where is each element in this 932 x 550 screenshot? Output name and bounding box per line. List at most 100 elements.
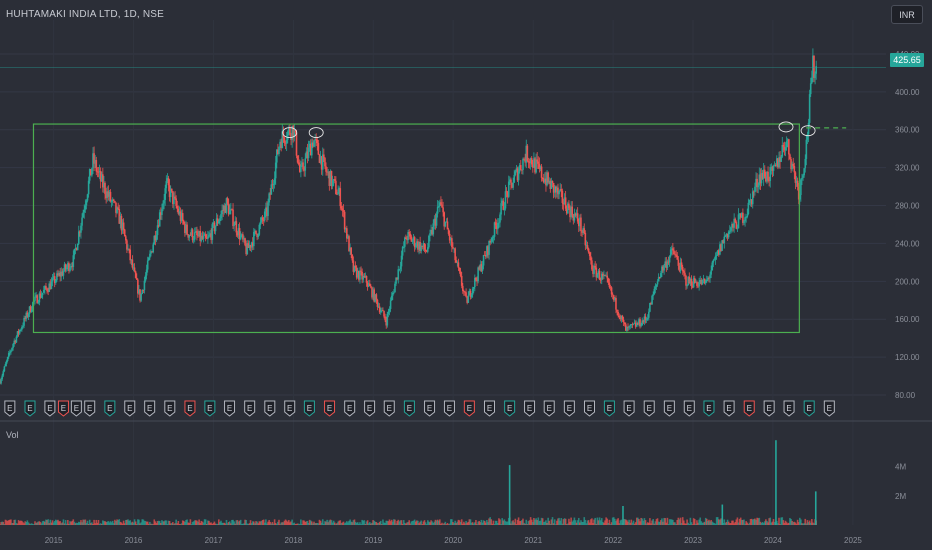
circled-high-marker[interactable] [800, 125, 816, 137]
volume-bar [719, 519, 721, 525]
earnings-marker[interactable]: E [663, 400, 675, 417]
volume-bar [57, 519, 59, 525]
earnings-marker[interactable]: E [803, 400, 815, 417]
earnings-marker[interactable]: E [104, 400, 116, 417]
earnings-marker[interactable]: E [723, 400, 735, 417]
candle-body [467, 295, 470, 303]
circled-high-marker[interactable] [308, 127, 324, 139]
volume-bar [523, 522, 525, 525]
candle-body [28, 306, 31, 314]
candle-body [145, 269, 148, 276]
volume-bar [153, 519, 156, 525]
volume-bar [681, 517, 684, 525]
earnings-marker[interactable]: E [124, 400, 136, 417]
earnings-marker[interactable]: E [344, 400, 356, 417]
volume-bar [658, 522, 661, 525]
earnings-marker[interactable]: E [524, 400, 536, 417]
volume-bar [751, 519, 754, 525]
candle-body [59, 272, 61, 277]
earnings-marker[interactable]: E [443, 400, 455, 417]
candle-body [599, 279, 602, 281]
earnings-marker[interactable]: E [683, 400, 695, 417]
earnings-marker[interactable]: E [84, 400, 96, 417]
volume-bar [301, 523, 303, 525]
earnings-marker[interactable]: E [184, 400, 196, 417]
earnings-marker[interactable]: E [543, 400, 555, 417]
earnings-marker[interactable]: E [244, 400, 256, 417]
volume-bar [482, 520, 485, 525]
earnings-marker[interactable]: E [144, 400, 156, 417]
candle-body [444, 221, 447, 227]
candle-body [711, 262, 714, 271]
candle-body [575, 213, 578, 216]
volume-bar [365, 521, 368, 525]
earnings-marker[interactable]: E [743, 400, 755, 417]
circled-high-marker[interactable] [778, 121, 794, 133]
y-tick-label: 160.00 [895, 315, 920, 324]
range-box[interactable] [32, 123, 800, 334]
earnings-marker[interactable]: E [57, 400, 69, 417]
volume-bar [375, 522, 378, 525]
earnings-marker[interactable]: E [364, 400, 376, 417]
candle-body [551, 180, 554, 183]
candle-body [330, 170, 333, 187]
earnings-marker[interactable]: E [264, 400, 276, 417]
earnings-marker[interactable]: E [4, 400, 16, 417]
earnings-marker[interactable]: E [643, 400, 655, 417]
volume-bar [238, 520, 241, 525]
earnings-marker[interactable]: E [44, 400, 56, 417]
circled-high-marker[interactable] [282, 127, 298, 139]
earnings-marker[interactable]: E [563, 400, 575, 417]
earnings-marker[interactable]: E [504, 400, 516, 417]
earnings-marker[interactable]: E [603, 400, 615, 417]
earnings-marker[interactable]: E [763, 400, 775, 417]
volume-bar [699, 517, 702, 525]
candle-body [27, 313, 30, 317]
volume-bar [284, 519, 287, 525]
earnings-marker[interactable]: E [70, 400, 82, 417]
volume-bar [267, 521, 269, 525]
earnings-marker[interactable]: E [224, 400, 236, 417]
volume-bar [439, 519, 441, 525]
volume-bar [483, 520, 486, 525]
earnings-marker[interactable]: E [383, 400, 395, 417]
candle-body [306, 151, 309, 159]
volume-bar [471, 522, 474, 525]
volume-bar [219, 522, 221, 525]
earnings-marker[interactable]: E [204, 400, 216, 417]
candle-body [567, 203, 569, 214]
candle-body [226, 198, 229, 204]
earnings-marker[interactable]: E [703, 400, 715, 417]
earnings-marker[interactable]: E [623, 400, 635, 417]
volume-bar [808, 520, 811, 525]
volume-bar [469, 519, 472, 525]
candle-body [39, 293, 42, 298]
volume-bar [273, 519, 276, 525]
earnings-marker[interactable]: E [823, 400, 835, 417]
candle-body [740, 212, 743, 218]
candle-body [9, 352, 11, 354]
earnings-marker[interactable]: E [403, 400, 415, 417]
earnings-marker[interactable]: E [324, 400, 336, 417]
earnings-marker[interactable]: E [424, 400, 436, 417]
earnings-marker[interactable]: E [463, 400, 475, 417]
earnings-marker[interactable]: E [24, 400, 36, 417]
candle-body [360, 270, 362, 272]
volume-bar [367, 523, 370, 525]
candle-body [172, 191, 174, 205]
candle-body [192, 239, 195, 241]
volume-bar [67, 520, 69, 525]
earnings-marker[interactable]: E [164, 400, 176, 417]
earnings-marker[interactable]: E [483, 400, 495, 417]
earnings-marker[interactable]: E [303, 400, 315, 417]
earnings-marker[interactable]: E [284, 400, 296, 417]
earnings-marker[interactable]: E [783, 400, 795, 417]
candle-body [683, 271, 685, 273]
currency-button[interactable]: INR [891, 5, 923, 24]
volume-bar [754, 518, 756, 525]
candle-body [503, 208, 506, 210]
earnings-marker[interactable]: E [584, 400, 595, 417]
candle-body [212, 222, 215, 225]
volume-bar [605, 517, 607, 525]
